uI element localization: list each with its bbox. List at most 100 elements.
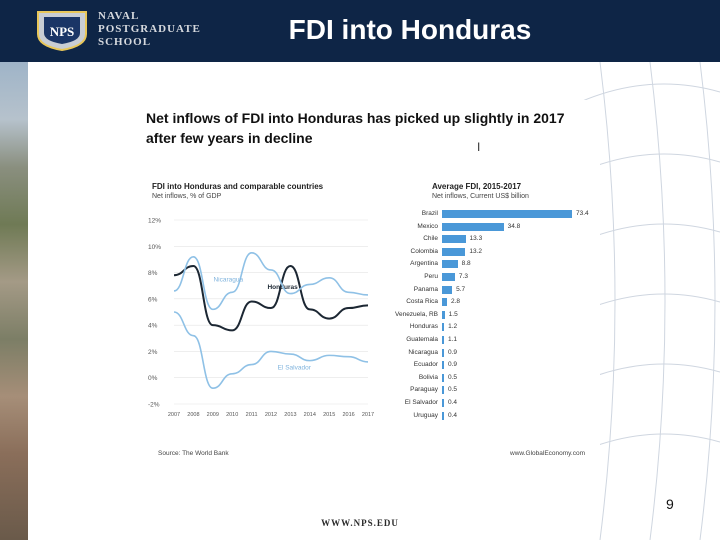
- bar-value-label: 1.2: [448, 323, 458, 331]
- bar-value-label: 0.5: [448, 373, 458, 381]
- headline-line-1: Net inflows of FDI into Honduras has pic…: [146, 110, 565, 126]
- bar-category-label: Mexico: [417, 222, 438, 230]
- series-line-honduras: [173, 264, 369, 332]
- bar-category-label: Ecuador: [413, 361, 438, 369]
- series-line-nicaragua: [173, 252, 369, 311]
- school-name-logo-text: NAVAL POSTGRADUATE SCHOOL: [98, 10, 201, 49]
- bar-row: Uruguay 0.4: [378, 410, 600, 422]
- x-tick-label: 2011: [246, 412, 258, 418]
- logo-line-3: SCHOOL: [98, 36, 152, 48]
- bar-value-label: 0.4: [448, 411, 458, 419]
- bar-category-label: Brazil: [421, 210, 438, 217]
- bar-row: Panama 5.7: [378, 284, 600, 296]
- bar-chart-source: www.GlobalEconomy.com: [510, 450, 586, 457]
- footer-url[interactable]: WWW.NPS.EDU: [321, 518, 399, 528]
- bar-category-label: Panama: [413, 285, 438, 293]
- line-chart-source: Source: The World Bank: [158, 450, 229, 457]
- bar-category-label: Guatemala: [406, 336, 438, 343]
- bar-row: Colombia 13.2: [378, 246, 600, 258]
- bar-category-label: Nicaragua: [408, 348, 438, 356]
- bar: [442, 386, 444, 395]
- x-tick-label: 2010: [226, 412, 238, 418]
- x-tick-label: 2007: [168, 412, 180, 418]
- bar: [442, 285, 453, 294]
- bar: [442, 298, 447, 307]
- page-number: 9: [666, 496, 674, 512]
- x-tick-label: 2012: [265, 412, 277, 418]
- bar-category-label: Chile: [423, 235, 438, 243]
- x-tick-label: 2017: [362, 412, 374, 418]
- bar-value-label: 1.5: [448, 310, 458, 318]
- logo-line-2: POSTGRADUATE: [98, 23, 201, 35]
- x-tick-label: 2009: [207, 412, 219, 418]
- bar: [442, 222, 504, 231]
- bar: [442, 247, 466, 256]
- bar-category-label: Bolivia: [418, 373, 438, 381]
- bar-category-label: Costa Rica: [406, 298, 438, 306]
- campus-photo-strip: [0, 62, 28, 540]
- bar: [442, 323, 445, 332]
- bar-category-label: Argentina: [410, 260, 438, 268]
- bar-row: Argentina 8.8: [378, 258, 600, 270]
- x-tick-label: 2014: [304, 412, 316, 418]
- text-cursor-icon: I: [477, 140, 481, 154]
- series-label-el-salvador: El Salvador: [278, 364, 312, 371]
- bar-category-label: Venezuela, RB: [394, 310, 438, 318]
- line-chart-title: FDI into Honduras and comparable countri…: [152, 182, 324, 191]
- bar: [442, 399, 444, 407]
- bar-value-label: 34.8: [507, 222, 521, 230]
- bar-row: Mexico 34.8: [378, 221, 600, 233]
- bar: [442, 373, 444, 382]
- bar-chart-title: Average FDI, 2015-2017: [432, 182, 522, 191]
- fdi-infographic: Net inflows of FDI into Honduras has pic…: [140, 100, 600, 460]
- y-tick-label: 2%: [148, 349, 158, 356]
- bar-category-label: Peru: [424, 273, 438, 280]
- nps-shield-logo: NPS: [37, 11, 87, 52]
- bar: [442, 273, 455, 281]
- series-line-el-salvador: [173, 311, 369, 390]
- bar-value-label: 0.9: [448, 348, 458, 356]
- y-tick-label: -2%: [148, 402, 160, 409]
- slide-title: FDI into Honduras: [288, 14, 532, 45]
- bar-category-label: Honduras: [409, 323, 438, 331]
- fdi-line-chart: 12% 10% 8% 6% 4% 2% 0% -2% 2007 2008 2009 2010 2011 2…: [148, 218, 374, 419]
- bar-row: Brazil 73.4: [378, 208, 600, 220]
- bar-value-label: 1.1: [448, 336, 458, 343]
- bar-category-label: Uruguay: [413, 411, 438, 419]
- bar-row: Guatemala 1.1: [378, 334, 600, 346]
- bar-row: Paraguay 0.5: [378, 384, 600, 396]
- y-tick-label: 10%: [148, 244, 161, 251]
- y-tick-label: 8%: [148, 270, 158, 277]
- bar-row: El Salvador 0.4: [378, 397, 600, 409]
- bar-category-label: El Salvador: [404, 399, 438, 406]
- bar: [442, 361, 444, 370]
- bar-value-label: 0.4: [448, 399, 458, 406]
- bar-row: Bolivia 0.5: [378, 372, 600, 384]
- bar-row: Chile 13.3: [378, 233, 600, 245]
- bar-row: Venezuela, RB 1.5: [378, 309, 600, 321]
- bar-value-label: 7.3: [458, 273, 468, 280]
- bar-value-label: 13.2: [469, 247, 483, 255]
- bar-value-label: 5.7: [456, 285, 466, 293]
- fdi-bar-chart: Brazil 73.4 Mexico 34.8 Chile 13.3 Colombia 13.…: [378, 208, 600, 424]
- bar-row: Costa Rica 2.8: [378, 296, 600, 308]
- bar: [442, 235, 466, 244]
- header-bar: NPS NAVAL POSTGRADUATE SCHOOL FDI into H…: [0, 0, 720, 62]
- globe-grid-decoration: [580, 62, 720, 540]
- bar: [442, 336, 444, 344]
- bar-category-label: Paraguay: [410, 386, 438, 394]
- bar-row: Nicaragua 0.9: [378, 347, 600, 359]
- bar-row: Honduras 1.2: [378, 321, 600, 333]
- headline-line-2: after few years in decline: [146, 130, 313, 146]
- x-tick-label: 2013: [284, 412, 296, 418]
- y-tick-label: 0%: [148, 375, 158, 382]
- bar: [442, 348, 444, 357]
- line-chart-subtitle: Net inflows, % of GDP: [152, 193, 222, 200]
- bar-row: Ecuador 0.9: [378, 359, 600, 371]
- logo-line-1: NAVAL: [98, 10, 140, 22]
- photo-fade: [28, 62, 40, 540]
- bar-value-label: 73.4: [576, 210, 589, 217]
- bar-category-label: Colombia: [410, 247, 438, 255]
- x-tick-label: 2015: [323, 412, 335, 418]
- bar-value-label: 8.8: [461, 260, 471, 268]
